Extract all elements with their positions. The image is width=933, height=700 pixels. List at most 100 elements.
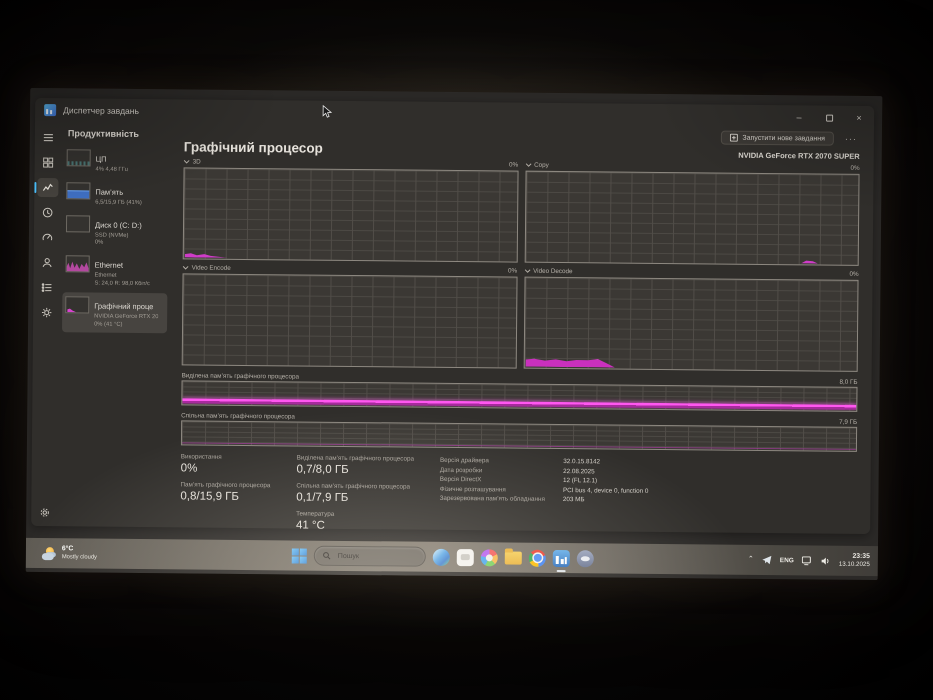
temperature-label: Температура xyxy=(296,510,335,518)
startup-apps-icon[interactable] xyxy=(37,228,58,247)
volume-icon[interactable] xyxy=(821,556,831,565)
weather-icon xyxy=(42,547,57,560)
dedicated-memory-section: Виділена пам’ять графічного процесора 8,… xyxy=(181,370,858,412)
memory-thumbnail-chart xyxy=(66,182,91,200)
utilization-label: Використання xyxy=(180,453,222,461)
shared-memory-plot xyxy=(180,420,858,452)
telegram-icon[interactable] xyxy=(762,555,772,565)
gpu-device-name: NVIDIA GeForce RTX 2070 SUPER xyxy=(738,150,860,161)
chart-copy-header[interactable]: Copy 0% xyxy=(525,160,860,174)
close-button[interactable]: × xyxy=(856,112,862,123)
task-manager-window: Диспетчер завдань – × xyxy=(31,97,875,535)
clock-time: 23:35 xyxy=(852,552,870,560)
chat-icon[interactable] xyxy=(456,548,474,566)
widgets-icon[interactable] xyxy=(432,548,450,566)
chevron-down-icon xyxy=(524,269,530,274)
performance-icon[interactable] xyxy=(37,177,59,198)
photos-icon[interactable] xyxy=(480,548,498,566)
weather-widget[interactable]: 6°C Mostly cloudy xyxy=(36,538,103,569)
chrome-icon[interactable] xyxy=(528,549,546,567)
rail-spacer xyxy=(45,328,47,497)
shared-memory-label: Спільна пам’ять графічного процесора xyxy=(181,411,295,420)
processes-icon[interactable] xyxy=(38,153,59,172)
maximize-button[interactable] xyxy=(814,105,844,129)
chart-video-decode-header[interactable]: Video Decode 0% xyxy=(524,266,859,280)
page-title: Продуктивність xyxy=(67,128,140,139)
active-app-indicator xyxy=(556,569,566,572)
chart-video-decode-trace xyxy=(525,357,615,368)
more-options-button[interactable]: ··· xyxy=(844,133,857,144)
sidebar-item-cpu[interactable]: ЦП 4% 4,48 ГГц xyxy=(63,145,168,178)
physical-location-label: Фізичне розташування xyxy=(439,485,506,494)
gpu-thumbnail-chart xyxy=(65,296,90,314)
chart-video-decode: Video Decode 0% xyxy=(523,266,859,372)
clock-date: 13.10.2025 xyxy=(838,561,870,569)
photo-haze-bottom xyxy=(120,570,800,630)
users-icon[interactable] xyxy=(37,253,58,272)
hidden-icons-chevron-icon[interactable]: ⌃ xyxy=(747,555,754,563)
sidebar-item-ethernet[interactable]: Ethernet Ethernet S: 24,0 R: 98,0 Кбіт/с xyxy=(62,251,167,292)
details-icon[interactable] xyxy=(36,278,57,297)
weather-condition: Mostly cloudy xyxy=(61,553,97,561)
taskbar: 6°C Mostly cloudy ⌃ ENG 23: xyxy=(25,537,878,577)
sidebar-item-disk[interactable]: Диск 0 (C: D:) SSD (NVMe) 0% xyxy=(63,211,168,252)
services-icon[interactable] xyxy=(36,303,57,322)
chevron-down-icon xyxy=(525,163,531,168)
monitor-screen: Диспетчер завдань – × xyxy=(25,87,883,581)
chevron-down-icon xyxy=(182,265,189,270)
settings-gear-icon[interactable] xyxy=(34,503,55,522)
network-icon[interactable] xyxy=(801,555,813,565)
minimize-button[interactable]: – xyxy=(796,112,802,123)
window-body: Продуктивність ЦП 4% 4,48 ГГц Пам’ять 6,… xyxy=(31,122,874,534)
sidebar-item-memory[interactable]: Пам’ять 6,5/15,9 ГБ (41%) xyxy=(63,178,168,211)
gpu-stats: Використання 0% Пам’ять графічного проце… xyxy=(180,453,857,534)
utilization-value: 0% xyxy=(180,462,198,475)
file-explorer-icon[interactable] xyxy=(504,551,522,565)
nav-rail xyxy=(31,122,62,526)
ethernet-thumbnail-chart xyxy=(65,255,90,273)
dedicated-memory-plot xyxy=(181,380,858,412)
dedicated-memory-trace xyxy=(182,398,857,410)
shared-memory-section: Спільна пам’ять графічного процесора 7,9… xyxy=(180,410,858,452)
gpu-memory-label: Пам’ять графічного процесора xyxy=(180,481,271,490)
shared-memory-stat-value: 0,1/7,9 ГБ xyxy=(296,491,349,504)
directx-version-value: 12 (FL 12.1) xyxy=(563,477,598,485)
physical-location-value: PCI bus 4, device 0, function 0 xyxy=(562,486,649,495)
chart-3d-value: 0% xyxy=(508,161,519,169)
temperature-value: 41 °C xyxy=(295,519,325,532)
driver-version-value: 32.0.15.8142 xyxy=(563,458,601,466)
shared-memory-trace xyxy=(181,442,856,450)
chart-video-encode-header[interactable]: Video Encode 0% xyxy=(182,262,518,276)
task-manager-taskbar-icon[interactable] xyxy=(552,549,570,572)
dedicated-memory-stat-label: Виділена пам’ять графічного процесора xyxy=(296,454,415,463)
chart-copy-value: 0% xyxy=(850,164,860,172)
clock[interactable]: 23:35 13.10.2025 xyxy=(839,552,870,569)
chart-video-encode-value: 0% xyxy=(507,267,518,275)
search-input[interactable] xyxy=(335,551,406,562)
system-tray: ⌃ ENG 23:35 13.10.2025 xyxy=(748,545,870,576)
chart-video-encode-plot xyxy=(181,273,518,369)
search-icon xyxy=(323,552,331,560)
cpu-thumbnail-chart xyxy=(66,149,91,167)
gpu-heading: Графічний процесор xyxy=(183,139,323,156)
dedicated-memory-scale: 8,0 ГБ xyxy=(839,378,858,386)
sidebar-item-gpu[interactable]: Графічний проце NVIDIA GeForce RTX 20 0%… xyxy=(62,292,168,333)
search-box[interactable] xyxy=(313,545,426,567)
chevron-down-icon xyxy=(183,159,190,164)
app-history-icon[interactable] xyxy=(37,203,58,222)
chart-3d-header[interactable]: 3D 0% xyxy=(183,156,519,170)
dedicated-memory-stat-value: 0,7/8,0 ГБ xyxy=(296,463,349,476)
maximize-icon xyxy=(825,114,833,122)
start-button[interactable] xyxy=(291,547,307,564)
performance-sidebar: Продуктивність ЦП 4% 4,48 ГГц Пам’ять 6,… xyxy=(58,122,172,527)
menu-icon[interactable] xyxy=(38,128,59,147)
run-new-task-button[interactable]: Запустити нове завдання xyxy=(720,130,834,146)
driver-date-value: 22.08.2025 xyxy=(563,467,595,475)
chart-3d: 3D 0% xyxy=(182,156,519,263)
action-row: Запустити нове завдання ··· xyxy=(184,125,860,146)
chart-video-decode-plot xyxy=(523,276,859,372)
chart-copy: Copy 0% xyxy=(524,160,860,266)
gpu-engine-charts: 3D 0% Copy 0% xyxy=(181,156,860,372)
discord-icon[interactable] xyxy=(576,549,594,567)
language-indicator[interactable]: ENG xyxy=(779,556,794,564)
